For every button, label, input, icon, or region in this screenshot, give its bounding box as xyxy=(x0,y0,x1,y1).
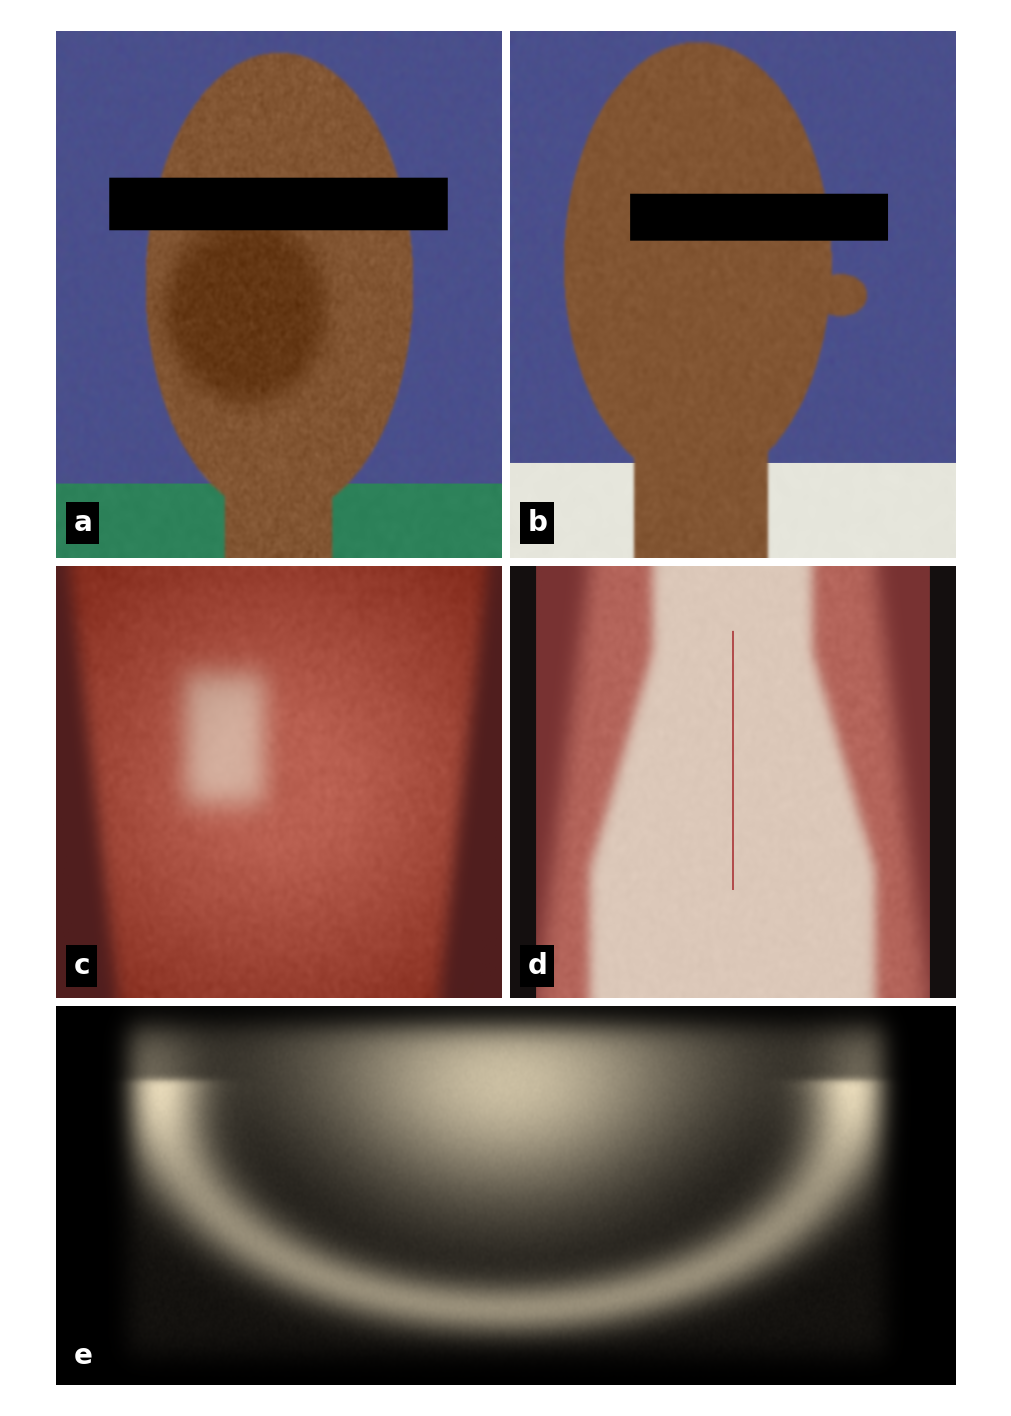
Text: d: d xyxy=(528,953,547,980)
Text: a: a xyxy=(74,508,92,537)
Text: e: e xyxy=(74,1342,92,1369)
Text: b: b xyxy=(528,508,547,537)
Text: c: c xyxy=(74,953,90,980)
